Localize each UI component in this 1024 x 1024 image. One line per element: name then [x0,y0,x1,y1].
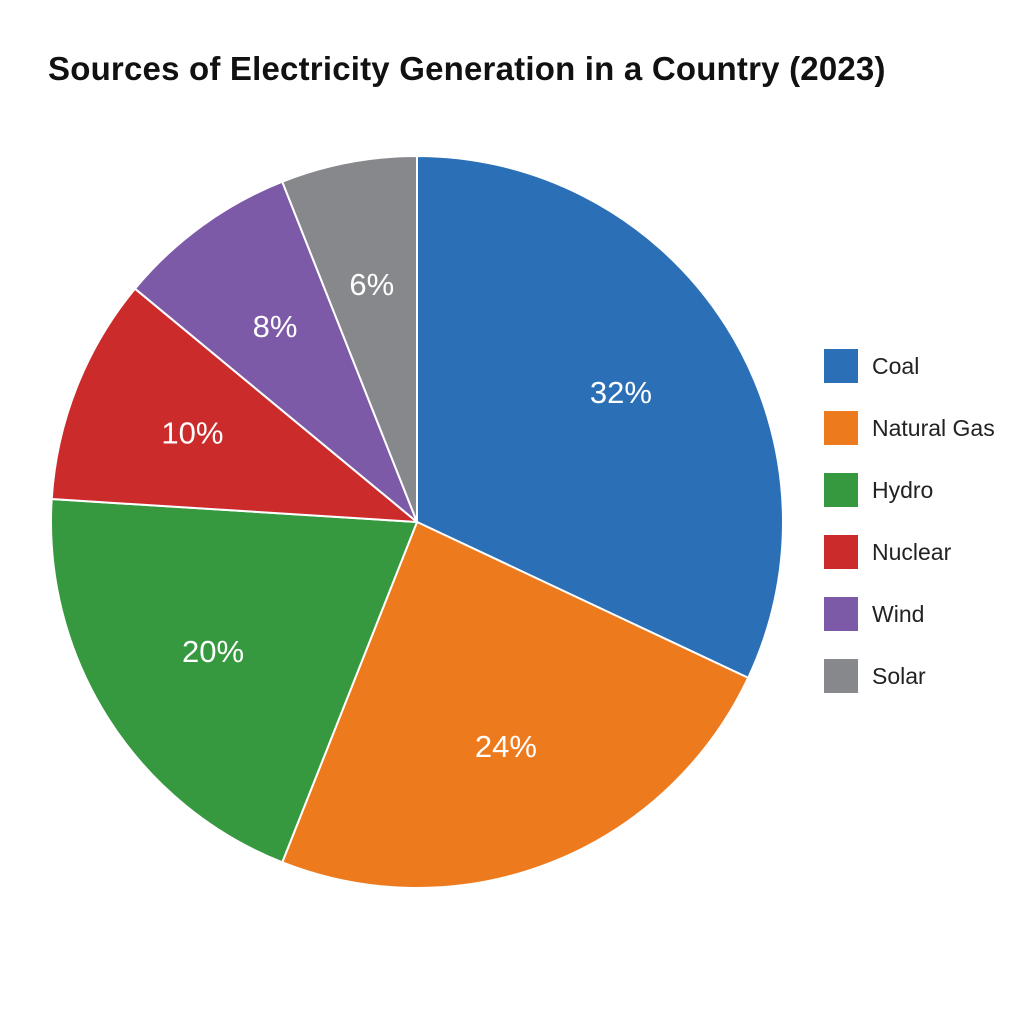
legend-label-hydro: Hydro [872,476,934,503]
legend-item-solar: Solar [824,658,995,694]
pie-slice-nuclear [50,287,421,524]
legend-swatch-solar [824,659,858,693]
legend-item-coal: Coal [824,348,995,384]
legend-item-nuclear: Nuclear [824,534,995,570]
pie-slice-coal [416,154,784,680]
slice-label-wind: 8% [253,309,298,344]
slice-label-nuclear: 10% [161,416,223,451]
pie-slice-natural-gas [280,520,750,889]
pie-slice-solar [280,154,418,523]
slice-label-hydro: 20% [182,634,244,669]
legend-item-hydro: Hydro [824,472,995,508]
pie-slice-hydro [50,497,419,864]
legend-label-solar: Solar [872,662,926,689]
legend-label-natural-gas: Natural Gas [872,414,995,441]
slice-label-natural-gas: 24% [475,729,537,764]
legend-label-wind: Wind [872,600,925,627]
legend-swatch-natural-gas [824,411,858,445]
slice-label-coal: 32% [590,375,652,410]
legend-swatch-coal [824,349,858,383]
legend-swatch-wind [824,597,858,631]
legend: Coal Natural Gas Hydro Nuclear Wind Sola… [824,348,995,720]
legend-swatch-hydro [824,473,858,507]
slice-label-solar: 6% [349,267,394,302]
legend-swatch-nuclear [824,535,858,569]
pie-slice-wind [133,180,418,523]
chart-title: Sources of Electricity Generation in a C… [48,50,886,87]
legend-item-natural-gas: Natural Gas [824,410,995,446]
legend-item-wind: Wind [824,596,995,632]
legend-label-nuclear: Nuclear [872,538,952,565]
legend-label-coal: Coal [872,352,920,379]
